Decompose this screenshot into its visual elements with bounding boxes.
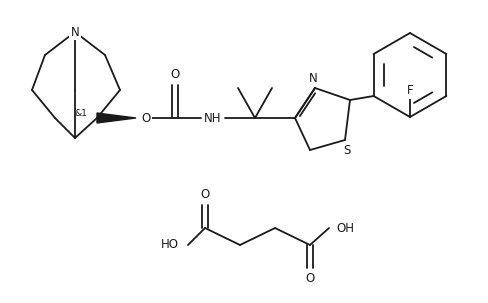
Text: N: N	[308, 72, 317, 85]
Text: NH: NH	[204, 112, 221, 125]
Text: O: O	[305, 271, 314, 285]
Text: S: S	[343, 144, 350, 157]
Text: N: N	[70, 25, 79, 38]
Text: &1: &1	[74, 108, 87, 118]
Polygon shape	[97, 113, 136, 123]
Text: O: O	[141, 112, 150, 125]
Text: O: O	[200, 188, 209, 201]
Text: F: F	[406, 85, 412, 98]
Text: O: O	[170, 68, 179, 82]
Text: HO: HO	[161, 238, 179, 251]
Text: OH: OH	[335, 221, 353, 235]
